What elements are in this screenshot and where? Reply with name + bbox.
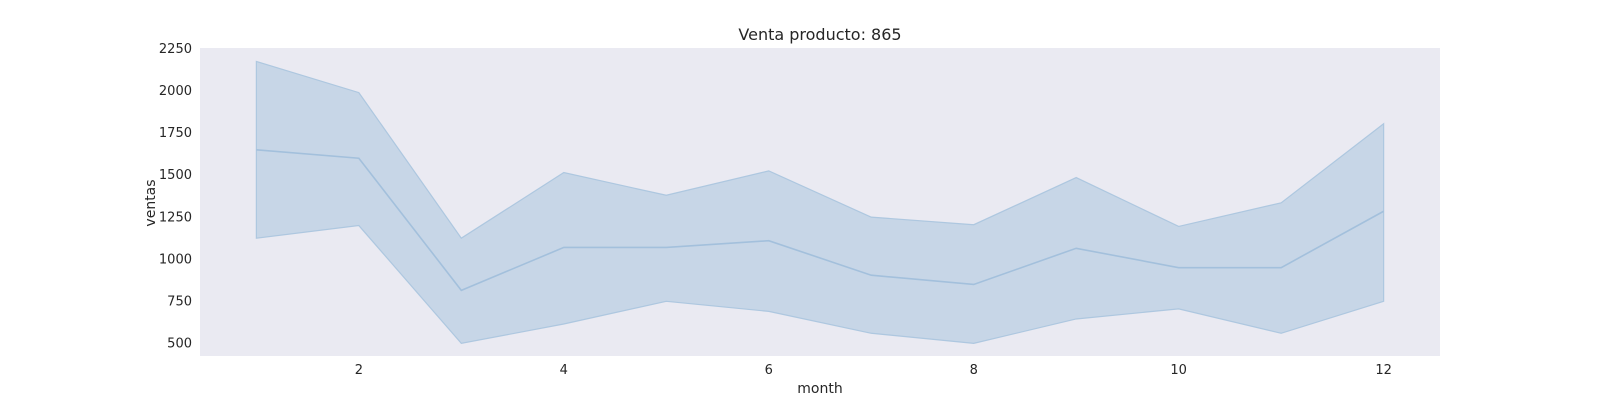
x-tick-label: 10: [1170, 363, 1187, 378]
y-tick-label: 500: [167, 337, 192, 352]
y-tick-label: 750: [167, 294, 192, 309]
y-tick-label: 1500: [159, 168, 192, 183]
y-tick-label: 1000: [159, 252, 192, 267]
y-tick-label: 1750: [159, 126, 192, 141]
x-tick-label: 2: [355, 363, 363, 378]
y-tick-label: 2250: [159, 42, 192, 57]
confidence-band: [255, 60, 1385, 345]
y-tick-label: 2000: [159, 84, 192, 99]
series-line: [256, 149, 1385, 292]
x-axis-label: month: [797, 381, 842, 397]
x-tick-label: 4: [560, 363, 568, 378]
x-tick-label: 12: [1375, 363, 1392, 378]
y-axis-label: ventas: [143, 179, 159, 226]
x-tick-label: 8: [970, 363, 978, 378]
x-tick-label: 6: [765, 363, 773, 378]
y-tick-label: 1250: [159, 210, 192, 225]
chart-title: Venta producto: 865: [738, 25, 901, 44]
